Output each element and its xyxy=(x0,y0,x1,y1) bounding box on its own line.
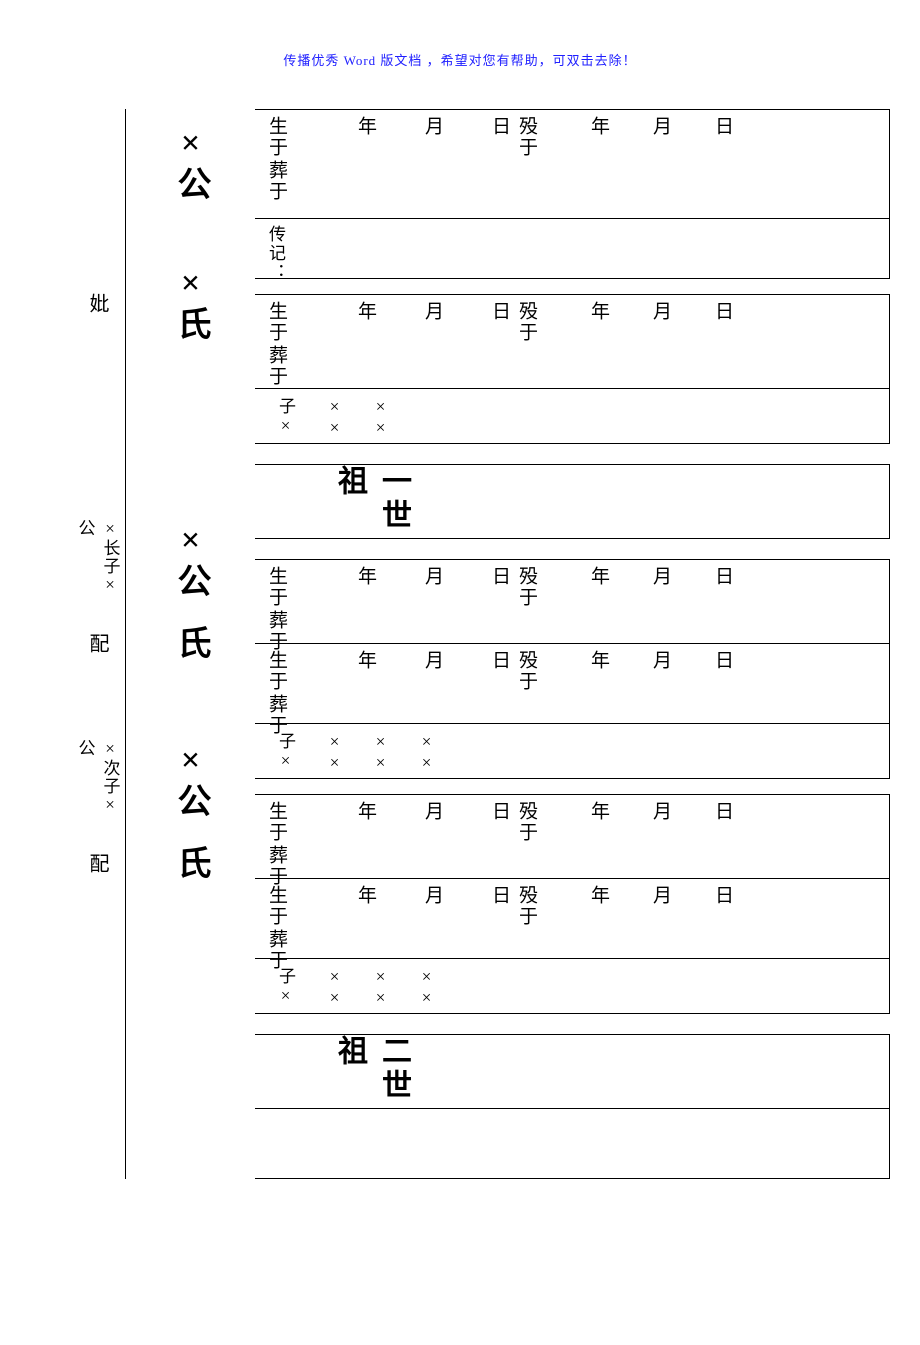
month: 月 xyxy=(419,566,446,587)
day: 日 xyxy=(709,301,736,322)
header-note: 传播优秀 Word 版文档 ，希望对您有帮助，可双击去除！ xyxy=(0,0,920,109)
day: 日 xyxy=(709,885,736,906)
sheng-yu: 生于 xyxy=(263,885,290,927)
year: 年 xyxy=(352,885,379,906)
xx: ×× xyxy=(416,732,436,774)
name-column: ×公 ×氏 ×公 氏 ×公 氏 xyxy=(125,109,255,1179)
zhuan-ji: 传记： xyxy=(263,225,288,282)
name-shi-3: 氏 xyxy=(166,845,215,883)
month: 月 xyxy=(647,301,674,322)
year: 年 xyxy=(585,650,612,671)
month: 月 xyxy=(647,885,674,906)
label-pei-2: 配 xyxy=(83,853,112,875)
xx: ×× xyxy=(416,967,436,1009)
month: 月 xyxy=(647,801,674,822)
mo-yu: 殁于 xyxy=(513,801,540,843)
year: 年 xyxy=(352,650,379,671)
day: 日 xyxy=(709,801,736,822)
name-gong-2: ×公 xyxy=(166,522,215,601)
zi-x: 子× xyxy=(273,732,298,774)
month: 月 xyxy=(647,566,674,587)
year: 年 xyxy=(352,116,379,137)
label-eldest: ×长子×公 xyxy=(73,519,123,604)
day: 日 xyxy=(486,885,513,906)
second-box: 生于 年 月 日 殁于 年 月 日 葬于 xyxy=(255,794,890,879)
date-line: 生于 年 月 日 殁于 年 月 日 xyxy=(255,110,889,160)
zang-yu: 葬于 xyxy=(263,160,290,202)
gen1-title: 一世祖 xyxy=(327,465,415,538)
year: 年 xyxy=(585,885,612,906)
label-bi: 妣 xyxy=(83,293,112,315)
year: 年 xyxy=(585,566,612,587)
year: 年 xyxy=(352,801,379,822)
zi-x: 子× xyxy=(273,397,298,439)
children1-box: 子× ×× ×× xyxy=(255,389,890,444)
zi-x: 子× xyxy=(273,967,298,1009)
wife1-box: 生于 年 月 日 殁于 年 月 日 葬于 xyxy=(255,294,890,389)
person1-box: 生于 年 月 日 殁于 年 月 日 葬于 xyxy=(255,109,890,219)
detail-column: 生于 年 月 日 殁于 年 月 日 葬于 传记： xyxy=(255,109,890,1179)
month: 月 xyxy=(419,885,446,906)
genealogy-content: 妣 ×长子×公 配 ×次子×公 配 ×公 ×氏 ×公 氏 xyxy=(0,109,920,1179)
sheng-yu: 生于 xyxy=(263,650,290,692)
empty-box xyxy=(255,1109,890,1179)
month: 月 xyxy=(419,650,446,671)
day: 日 xyxy=(709,116,736,137)
day: 日 xyxy=(709,566,736,587)
label-pei-1: 配 xyxy=(83,633,112,655)
day: 日 xyxy=(486,116,513,137)
year: 年 xyxy=(352,301,379,322)
month: 月 xyxy=(647,116,674,137)
mo-yu: 殁于 xyxy=(513,301,540,343)
month: 月 xyxy=(419,116,446,137)
sheng-yu: 生于 xyxy=(263,801,290,843)
year: 年 xyxy=(585,301,612,322)
day: 日 xyxy=(709,650,736,671)
children2-box: 子× ×× ×× ×× xyxy=(255,724,890,779)
mo-yu: 殁于 xyxy=(513,650,540,692)
children3-box: 子× ×× ×× ×× xyxy=(255,959,890,1014)
eldest-box: 生于 年 月 日 殁于 年 月 日 葬于 xyxy=(255,559,890,644)
day: 日 xyxy=(486,650,513,671)
gen2-title: 二世祖 xyxy=(327,1035,415,1108)
xx: ×× xyxy=(324,967,344,1009)
month: 月 xyxy=(419,301,446,322)
name-shi-2: 氏 xyxy=(166,625,215,663)
label-second: ×次子×公 xyxy=(73,739,123,824)
second-wife-box: 生于 年 月 日 殁于 年 月 日 葬于 xyxy=(255,879,890,959)
gen2-box: 二世祖 xyxy=(255,1034,890,1109)
day: 日 xyxy=(486,566,513,587)
sheng-yu: 生于 xyxy=(263,566,290,608)
xx: ×× xyxy=(370,397,390,439)
xx: ×× xyxy=(370,732,390,774)
year: 年 xyxy=(585,801,612,822)
year: 年 xyxy=(585,116,612,137)
label-column: 妣 ×长子×公 配 ×次子×公 配 xyxy=(70,109,125,1179)
name-gong-3: ×公 xyxy=(166,742,215,821)
xx: ×× xyxy=(370,967,390,1009)
mo-yu: 殁于 xyxy=(513,566,540,608)
mo-yu: 殁于 xyxy=(513,885,540,927)
day: 日 xyxy=(486,801,513,822)
biography-box: 传记： xyxy=(255,219,890,279)
name-gong-1: ×公 xyxy=(166,125,215,204)
year: 年 xyxy=(352,566,379,587)
month: 月 xyxy=(647,650,674,671)
name-shi-1: ×氏 xyxy=(166,265,215,344)
gen1-box: 一世祖 xyxy=(255,464,890,539)
eldest-wife-box: 生于 年 月 日 殁于 年 月 日 葬于 xyxy=(255,644,890,724)
day: 日 xyxy=(486,301,513,322)
mo-yu: 殁于 xyxy=(513,116,540,158)
sheng-yu: 生于 xyxy=(263,116,290,158)
month: 月 xyxy=(419,801,446,822)
zang-yu: 葬于 xyxy=(263,345,290,387)
sheng-yu: 生于 xyxy=(263,301,290,343)
xx: ×× xyxy=(324,397,344,439)
xx: ×× xyxy=(324,732,344,774)
